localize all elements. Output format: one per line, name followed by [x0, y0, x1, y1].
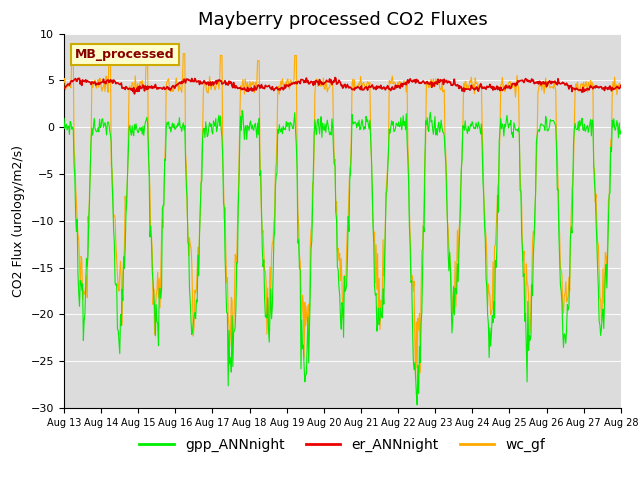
Title: Mayberry processed CO2 Fluxes: Mayberry processed CO2 Fluxes [198, 11, 487, 29]
Y-axis label: CO2 Flux (urology/m2/s): CO2 Flux (urology/m2/s) [12, 145, 25, 297]
Legend: gpp_ANNnight, er_ANNnight, wc_gf: gpp_ANNnight, er_ANNnight, wc_gf [134, 432, 551, 457]
Text: MB_processed: MB_processed [75, 48, 175, 61]
